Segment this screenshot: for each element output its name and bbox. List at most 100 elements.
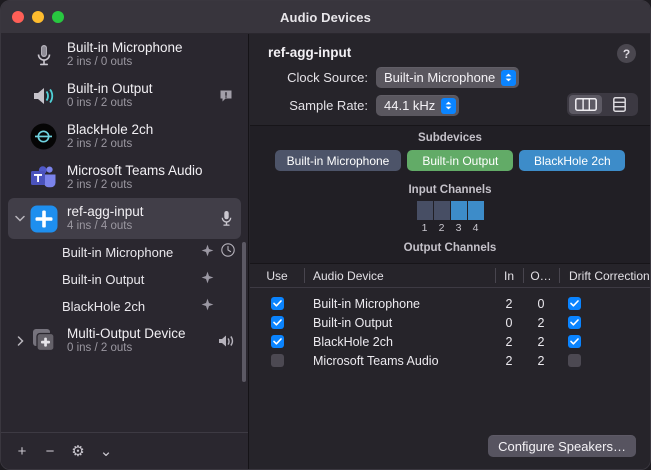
sidebar-item-multi-output-device[interactable]: Multi-Output Device 0 ins / 2 outs — [8, 320, 241, 361]
drift-correction-checkbox[interactable] — [568, 316, 581, 329]
alert-bubble-icon[interactable] — [215, 89, 237, 103]
drift-icon[interactable] — [201, 271, 214, 289]
in-count-cell: 2 — [505, 334, 513, 349]
device-table: Use Audio Device In O… Drift Correction … — [250, 264, 650, 370]
sidebar-item-ref-agg-input[interactable]: ref-agg-input 4 ins / 4 outs — [8, 198, 241, 239]
device-io: 2 ins / 2 outs — [67, 179, 133, 192]
clock-icon[interactable] — [221, 243, 235, 262]
drift-icon[interactable] — [201, 298, 214, 316]
gear-icon[interactable]: ⚙ — [65, 438, 91, 464]
use-checkbox-cell — [250, 316, 304, 329]
input-channel-box-1[interactable] — [416, 201, 433, 220]
sample-rate-select[interactable]: 44.1 kHz — [376, 95, 460, 116]
traffic-light-group — [1, 11, 64, 23]
drift-correction-cell — [559, 335, 650, 348]
columns-view-icon[interactable] — [569, 95, 602, 114]
subdevice-pill-built-in-output[interactable]: Built-in Output — [407, 150, 514, 171]
sidebar-item-microsoft-teams-audio[interactable]: Microsoft Teams Audio 2 ins / 2 outs — [8, 157, 241, 198]
table-row[interactable]: BlackHole 2ch 2 2 — [250, 332, 650, 351]
input-channel-number: 4 — [472, 222, 479, 234]
subdevice-name: Built-in Microphone — [62, 245, 174, 260]
device-detail-pane: ref-agg-input ? Clock Source: Built-in M… — [250, 34, 650, 469]
use-checkbox[interactable] — [270, 335, 284, 348]
device-text: Built-in Microphone 2 ins / 0 outs — [67, 40, 215, 70]
drift-correction-cell — [559, 354, 650, 367]
sidebar-item-built-in-microphone[interactable]: Built-in Microphone 2 ins / 0 outs — [8, 34, 241, 75]
drift-correction-cell — [559, 316, 650, 329]
sidebar-item-blackhole-2ch[interactable]: BlackHole 2ch 2 ins / 2 outs — [8, 116, 241, 157]
chevron-down-icon[interactable] — [13, 212, 27, 226]
minimize-button[interactable] — [32, 11, 44, 23]
drift-correction-checkbox[interactable] — [568, 354, 581, 367]
input-channel-box-4[interactable] — [467, 201, 484, 220]
clock-source-label: Clock Source: — [287, 70, 368, 85]
drift-correction-checkbox[interactable] — [568, 297, 581, 310]
out-count-cell: 2 — [537, 353, 545, 368]
device-text: ref-agg-input 4 ins / 4 outs — [67, 204, 215, 234]
zoom-button[interactable] — [52, 11, 64, 23]
list-view-icon[interactable] — [603, 95, 636, 114]
device-name: Microsoft Teams Audio — [67, 162, 203, 178]
drift-icon[interactable] — [201, 244, 214, 262]
microphone-small-icon[interactable] — [215, 210, 237, 227]
use-checkbox[interactable] — [270, 354, 284, 367]
clock-source-select[interactable]: Built-in Microphone — [376, 67, 520, 88]
add-device-button[interactable]: + — [9, 438, 35, 464]
input-channel-number: 3 — [455, 222, 462, 234]
clock-source-row: Clock Source: Built-in Microphone — [268, 67, 632, 88]
sidebar-scrollbar[interactable] — [242, 242, 246, 382]
sidebar-subitem-built-in-microphone[interactable]: Built-in Microphone — [8, 239, 241, 266]
chevron-updown-icon — [441, 97, 457, 114]
sidebar-toolbar: + − ⚙ ⌄ — [1, 432, 248, 469]
sidebar-subitem-blackhole-2ch[interactable]: BlackHole 2ch — [8, 293, 241, 320]
sidebar-subitem-built-in-output[interactable]: Built-in Output — [8, 266, 241, 293]
out-count-cell: 0 — [537, 296, 545, 311]
device-name-cell: BlackHole 2ch — [313, 334, 393, 349]
input-channel-numbers: 1 2 3 4 — [250, 222, 650, 234]
sidebar-item-built-in-output[interactable]: Built-in Output 0 ins / 2 outs — [8, 75, 241, 116]
close-button[interactable] — [12, 11, 24, 23]
volume-icon[interactable] — [215, 334, 237, 348]
input-channel-box-2[interactable] — [433, 201, 450, 220]
subdevice-pill-built-in-microphone[interactable]: Built-in Microphone — [274, 150, 402, 171]
chevron-updown-icon — [501, 69, 517, 86]
teams-icon — [29, 163, 58, 192]
device-io: 0 ins / 2 outs — [67, 342, 133, 355]
table-row[interactable]: Built-in Microphone 2 0 — [250, 294, 650, 313]
column-header-out[interactable]: O… — [523, 264, 559, 287]
subdevice-name: BlackHole 2ch — [62, 299, 146, 314]
help-button[interactable]: ? — [617, 44, 636, 63]
chevron-down-icon[interactable]: ⌄ — [93, 438, 119, 464]
device-io: 0 ins / 2 outs — [67, 97, 133, 110]
remove-device-button[interactable]: − — [37, 438, 63, 464]
subdevices-section: Subdevices Built-in Microphone Built-in … — [250, 125, 650, 264]
device-name: Multi-Output Device — [67, 325, 186, 341]
device-name-cell: Microsoft Teams Audio — [313, 353, 439, 368]
configure-speakers-button[interactable]: Configure Speakers… — [488, 435, 636, 457]
use-checkbox[interactable] — [270, 316, 284, 329]
chevron-right-icon[interactable] — [13, 334, 27, 348]
subdevice-pill-blackhole-2ch[interactable]: BlackHole 2ch — [519, 150, 626, 171]
use-checkbox-cell — [250, 354, 304, 367]
input-channel-number: 2 — [438, 222, 445, 234]
column-header-use[interactable]: Use — [266, 268, 288, 283]
sample-rate-row: Sample Rate: 44.1 kHz — [268, 95, 632, 116]
out-count-cell: 2 — [537, 334, 545, 349]
drift-correction-checkbox[interactable] — [568, 335, 581, 348]
speaker-icon — [29, 81, 58, 110]
input-channel-box-3[interactable] — [450, 201, 467, 220]
in-count-cell: 2 — [505, 353, 513, 368]
view-toggle-group[interactable] — [567, 93, 638, 116]
table-row[interactable]: Built-in Output 0 2 — [250, 313, 650, 332]
device-list[interactable]: Built-in Microphone 2 ins / 0 outs Built… — [1, 34, 248, 432]
table-row[interactable]: Microsoft Teams Audio 2 2 — [250, 351, 650, 370]
device-sidebar: Built-in Microphone 2 ins / 0 outs Built… — [1, 34, 249, 469]
column-header-audio-device[interactable]: Audio Device — [304, 264, 495, 287]
use-checkbox[interactable] — [270, 297, 284, 310]
in-count-cell: 2 — [505, 296, 513, 311]
device-text: Built-in Output 0 ins / 2 outs — [67, 81, 215, 111]
out-count-cell: 2 — [537, 315, 545, 330]
multi-output-icon — [29, 326, 58, 355]
column-header-drift-correction[interactable]: Drift Correction — [559, 264, 650, 287]
column-header-in[interactable]: In — [495, 264, 523, 287]
